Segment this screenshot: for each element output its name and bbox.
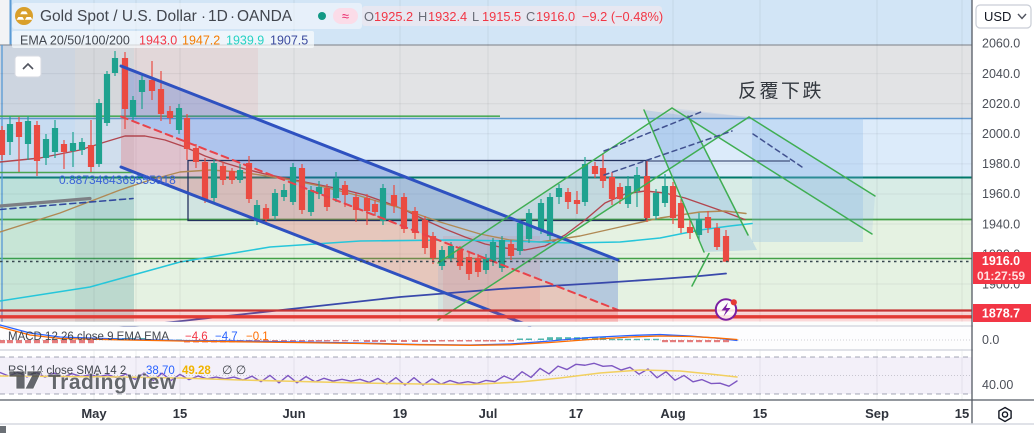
svg-text:49.28: 49.28: [182, 365, 211, 377]
svg-text:USD: USD: [984, 9, 1011, 24]
svg-text:1960.0: 1960.0: [982, 187, 1020, 201]
svg-text:1916.0: 1916.0: [536, 9, 575, 24]
svg-text:1947.2: 1947.2: [182, 34, 220, 48]
svg-text:1925.2: 1925.2: [374, 9, 413, 24]
svg-text:1907.5: 1907.5: [270, 34, 308, 48]
svg-text:38.70: 38.70: [146, 365, 175, 377]
svg-text:15: 15: [753, 406, 767, 421]
svg-text:−4.7: −4.7: [215, 331, 238, 343]
svg-text:2000.0: 2000.0: [982, 127, 1020, 141]
svg-text:TradingView: TradingView: [48, 371, 177, 394]
svg-text:∅ ∅: ∅ ∅: [222, 363, 246, 377]
svg-text:1939.9: 1939.9: [226, 34, 264, 48]
svg-text:Jun: Jun: [282, 406, 305, 421]
svg-text:01:27:59: 01:27:59: [977, 269, 1025, 283]
svg-text:Aug: Aug: [660, 406, 685, 421]
svg-text:O: O: [364, 9, 374, 24]
svg-text:H: H: [418, 9, 427, 24]
svg-text:1940.0: 1940.0: [982, 217, 1020, 231]
svg-text:May: May: [81, 406, 107, 421]
svg-text:15: 15: [173, 406, 187, 421]
svg-text:≈: ≈: [342, 9, 349, 24]
svg-text:17: 17: [569, 406, 583, 421]
svg-text:2040.0: 2040.0: [982, 67, 1020, 81]
svg-text:−4.6: −4.6: [185, 331, 208, 343]
svg-text:−0.1: −0.1: [246, 331, 269, 343]
svg-text:1943.0: 1943.0: [139, 34, 177, 48]
svg-text:1916.0: 1916.0: [982, 254, 1020, 268]
svg-text:1932.4: 1932.4: [428, 9, 467, 24]
svg-text:Gold Spot / U.S. Dollar: Gold Spot / U.S. Dollar: [40, 8, 197, 25]
svg-text:−9.2 (−0.48%): −9.2 (−0.48%): [582, 9, 663, 24]
svg-text:1D: 1D: [208, 8, 228, 25]
svg-text:15: 15: [955, 406, 969, 421]
svg-text:0.8873464369555918: 0.8873464369555918: [59, 173, 176, 187]
svg-text:Sep: Sep: [865, 406, 889, 421]
svg-text:·: ·: [230, 8, 235, 25]
svg-text:2020.0: 2020.0: [982, 97, 1020, 111]
svg-text:2060.0: 2060.0: [982, 37, 1020, 51]
svg-text:MACD 12 26 close 9 EMA EMA: MACD 12 26 close 9 EMA EMA: [8, 331, 169, 343]
svg-text:反覆下跌: 反覆下跌: [738, 80, 824, 102]
svg-text:Jul: Jul: [479, 406, 498, 421]
svg-text:19: 19: [393, 406, 407, 421]
svg-text:·: ·: [201, 8, 206, 25]
svg-text:1915.5: 1915.5: [482, 9, 521, 24]
svg-text:OANDA: OANDA: [237, 8, 293, 25]
svg-text:C: C: [526, 9, 535, 24]
svg-text:EMA 20/50/100/200: EMA 20/50/100/200: [20, 34, 130, 48]
svg-text:1980.0: 1980.0: [982, 157, 1020, 171]
svg-text:40.00: 40.00: [982, 378, 1013, 392]
svg-text:1878.7: 1878.7: [982, 307, 1020, 321]
svg-text:L: L: [472, 9, 479, 24]
svg-text:0.0: 0.0: [982, 333, 999, 347]
